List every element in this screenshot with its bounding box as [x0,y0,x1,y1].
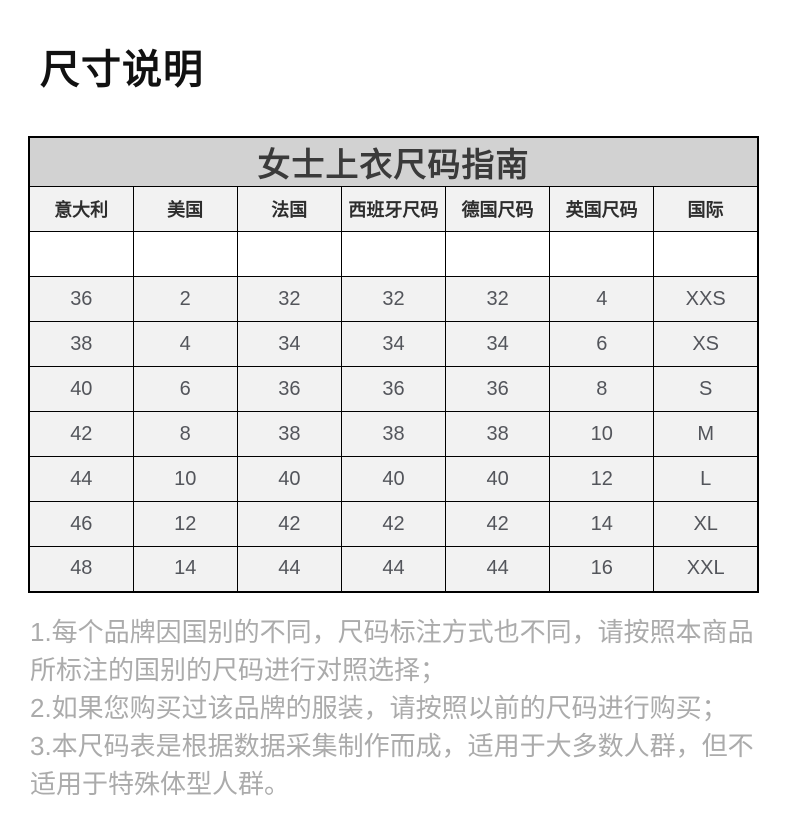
column-header-france: 法国 [236,186,342,232]
size-cell: XS [653,321,759,367]
empty-cell [445,231,551,277]
column-header-usa: 美国 [132,186,238,232]
size-cell: M [653,411,759,457]
table-title: 女士上衣尺码指南 [28,136,759,187]
size-cell: 36 [28,276,134,322]
empty-cell [236,231,342,277]
size-cell: 44 [28,456,134,502]
empty-cell [340,231,447,277]
size-cell: 40 [236,456,342,502]
empty-cell [132,231,238,277]
size-cell: 42 [236,501,342,547]
column-header-row: 意大利 美国 法国 西班牙尺码 德国尺码 英国尺码 国际 [28,186,759,232]
size-cell: 10 [132,456,238,502]
size-cell: 40 [340,456,447,502]
size-cell: 38 [236,411,342,457]
size-cell: 40 [445,456,551,502]
note-line-3: 3.本尺码表是根据数据采集制作而成，适用于大多数人群，但不适用于特殊体型人群。 [30,730,754,799]
size-notes: 1.每个品牌因国别的不同，尺码标注方式也不同，请按照本商品所标注的国别的尺码进行… [30,613,762,803]
table-row: 36 2 32 32 32 4 XXS [28,276,759,322]
size-cell: XXS [653,276,759,322]
size-cell: 32 [236,276,342,322]
size-cell: 36 [340,366,447,412]
empty-cell [653,231,759,277]
size-cell: 38 [28,321,134,367]
column-header-international: 国际 [653,186,759,232]
column-header-italy: 意大利 [28,186,134,232]
size-cell: 10 [549,411,655,457]
size-cell: 2 [132,276,238,322]
size-cell: 8 [132,411,238,457]
size-cell: 36 [445,366,551,412]
size-cell: 44 [236,546,342,592]
size-cell: 42 [445,501,551,547]
size-cell: 14 [132,546,238,592]
empty-cell [28,231,134,277]
size-cell: 4 [132,321,238,367]
size-cell: 14 [549,501,655,547]
column-header-spain: 西班牙尺码 [340,186,447,232]
table-row: 44 10 40 40 40 12 L [28,456,759,502]
size-cell: 12 [549,456,655,502]
size-cell: 44 [445,546,551,592]
size-cell: 34 [340,321,447,367]
size-cell: 8 [549,366,655,412]
table-row: 46 12 42 42 42 14 XL [28,501,759,547]
size-chart-table: 女士上衣尺码指南 意大利 美国 法国 西班牙尺码 德国尺码 英国尺码 国际 [28,136,759,593]
size-cell: 46 [28,501,134,547]
size-cell: 42 [28,411,134,457]
size-cell: 4 [549,276,655,322]
note-line-2: 2.如果您购买过该品牌的服装，请按照以前的尺码进行购买； [30,692,728,723]
size-cell: 42 [340,501,447,547]
size-cell: 32 [445,276,551,322]
table-row: 40 6 36 36 36 8 S [28,366,759,412]
column-header-uk: 英国尺码 [549,186,655,232]
note-line-1: 1.每个品牌因国别的不同，尺码标注方式也不同，请按照本商品所标注的国别的尺码进行… [30,616,754,685]
size-cell: XXL [653,546,759,592]
size-cell: L [653,456,759,502]
empty-cell [549,231,655,277]
size-cell: 34 [236,321,342,367]
size-cell: 32 [340,276,447,322]
table-title-row: 女士上衣尺码指南 [28,136,759,187]
size-cell: S [653,366,759,412]
size-cell: 16 [549,546,655,592]
size-cell: 38 [445,411,551,457]
column-header-germany: 德国尺码 [445,186,551,232]
size-cell: 48 [28,546,134,592]
size-cell: 36 [236,366,342,412]
size-cell: 12 [132,501,238,547]
size-cell: 44 [340,546,447,592]
size-cell: 38 [340,411,447,457]
page-title: 尺寸说明 [40,48,204,92]
size-cell: 6 [549,321,655,367]
table-row: 38 4 34 34 34 6 XS [28,321,759,367]
empty-row [28,231,759,277]
size-cell: 6 [132,366,238,412]
size-cell: XL [653,501,759,547]
table-row: 48 14 44 44 44 16 XXL [28,546,759,592]
table-row: 42 8 38 38 38 10 M [28,411,759,457]
size-cell: 40 [28,366,134,412]
size-cell: 34 [445,321,551,367]
